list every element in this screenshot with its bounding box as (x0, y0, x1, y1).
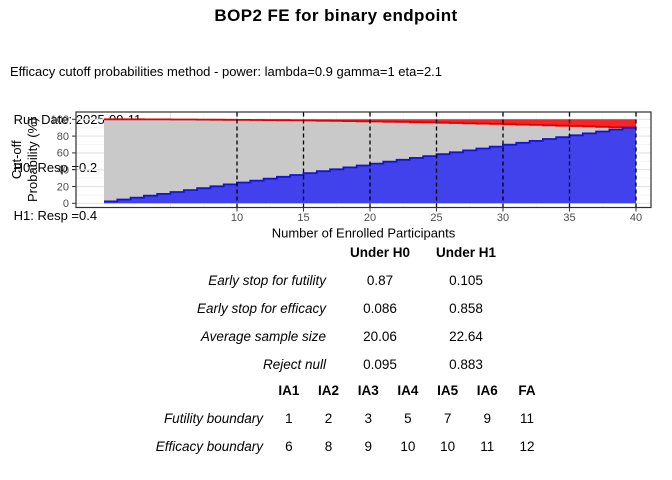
svg-text:40: 40 (630, 212, 642, 224)
value-under-h0: 20.06 (363, 329, 397, 345)
boundary-cell: 9 (364, 439, 372, 455)
boundary-cell: 5 (404, 411, 412, 427)
column-header-ia4: IA4 (397, 382, 419, 398)
row-label: Average sample size (200, 329, 326, 345)
value-under-h0: 0.086 (363, 300, 397, 316)
table-header-row: Under H0 Under H1 (0, 238, 672, 266)
subtitle-line-run-date: Run Date: 2025-09-11 (10, 112, 142, 127)
column-header-ia2: IA2 (318, 382, 340, 398)
svg-text:35: 35 (563, 212, 575, 224)
boundary-cell: 11 (519, 411, 534, 427)
boundary-cell: 10 (440, 439, 456, 455)
operating-characteristics-table: Under H0 Under H1 Early stop for futilit… (0, 238, 672, 379)
row-label: Early stop for efficacy (196, 300, 326, 316)
boundary-cell: 3 (364, 411, 372, 427)
boundary-cell: 10 (400, 439, 416, 455)
table-row: Reject null 0.095 0.883 (0, 351, 672, 379)
value-under-h0: 0.095 (363, 357, 397, 373)
column-header-under-h0: Under H0 (349, 244, 410, 260)
column-header-ia6: IA6 (476, 382, 498, 398)
boundary-header-row: IA1 IA2 IA3 IA4 IA5 IA6 FA (0, 376, 672, 404)
page-title: BOP2 FE for binary endpoint (214, 6, 458, 25)
boundary-cell: 2 (324, 411, 333, 427)
column-header-fa: FA (518, 382, 536, 398)
boundary-cell: 12 (519, 439, 535, 455)
boundary-table: IA1 IA2 IA3 IA4 IA5 IA6 FA Futility boun… (0, 376, 672, 461)
row-label: Reject null (262, 357, 326, 373)
column-header-under-h1: Under H1 (435, 244, 496, 260)
boundary-cell: 7 (443, 411, 452, 427)
subtitle-line-method: Efficacy cutoff probabilities method - p… (10, 64, 443, 79)
column-header-ia3: IA3 (357, 382, 379, 398)
value-under-h1: 0.883 (449, 357, 483, 373)
subtitle-block: Efficacy cutoff probabilities method - p… (10, 32, 442, 256)
value-under-h0: 0.87 (366, 272, 394, 288)
boundary-cell: 8 (324, 439, 333, 455)
boundary-cell: 9 (483, 411, 492, 427)
table-row: Early stop for efficacy 0.086 0.858 (0, 294, 672, 322)
boundary-cell: 1 (285, 411, 293, 427)
subtitle-line-h0: H0: Resp =0.2 (10, 160, 98, 175)
table-row: Futility boundary 1 2 3 5 7 9 11 (0, 404, 672, 432)
boundary-cell: 6 (285, 439, 293, 455)
table-row: Average sample size 20.06 22.64 (0, 323, 672, 351)
row-label: Futility boundary (163, 411, 263, 427)
subtitle-line-h1: H1: Resp =0.4 (10, 208, 98, 223)
column-header-ia5: IA5 (437, 382, 459, 398)
table-row: Early stop for futility 0.87 0.105 (0, 266, 672, 294)
boundary-cell: 11 (480, 439, 495, 455)
row-label: Efficacy boundary (155, 439, 263, 455)
svg-text:30: 30 (497, 212, 509, 224)
value-under-h1: 22.64 (449, 329, 483, 345)
column-header-ia1: IA1 (278, 382, 300, 398)
value-under-h1: 0.105 (449, 272, 483, 288)
row-label: Early stop for futility (208, 272, 326, 288)
value-under-h1: 0.858 (449, 300, 483, 316)
table-row: Efficacy boundary 6 8 9 10 10 11 12 (0, 433, 672, 461)
